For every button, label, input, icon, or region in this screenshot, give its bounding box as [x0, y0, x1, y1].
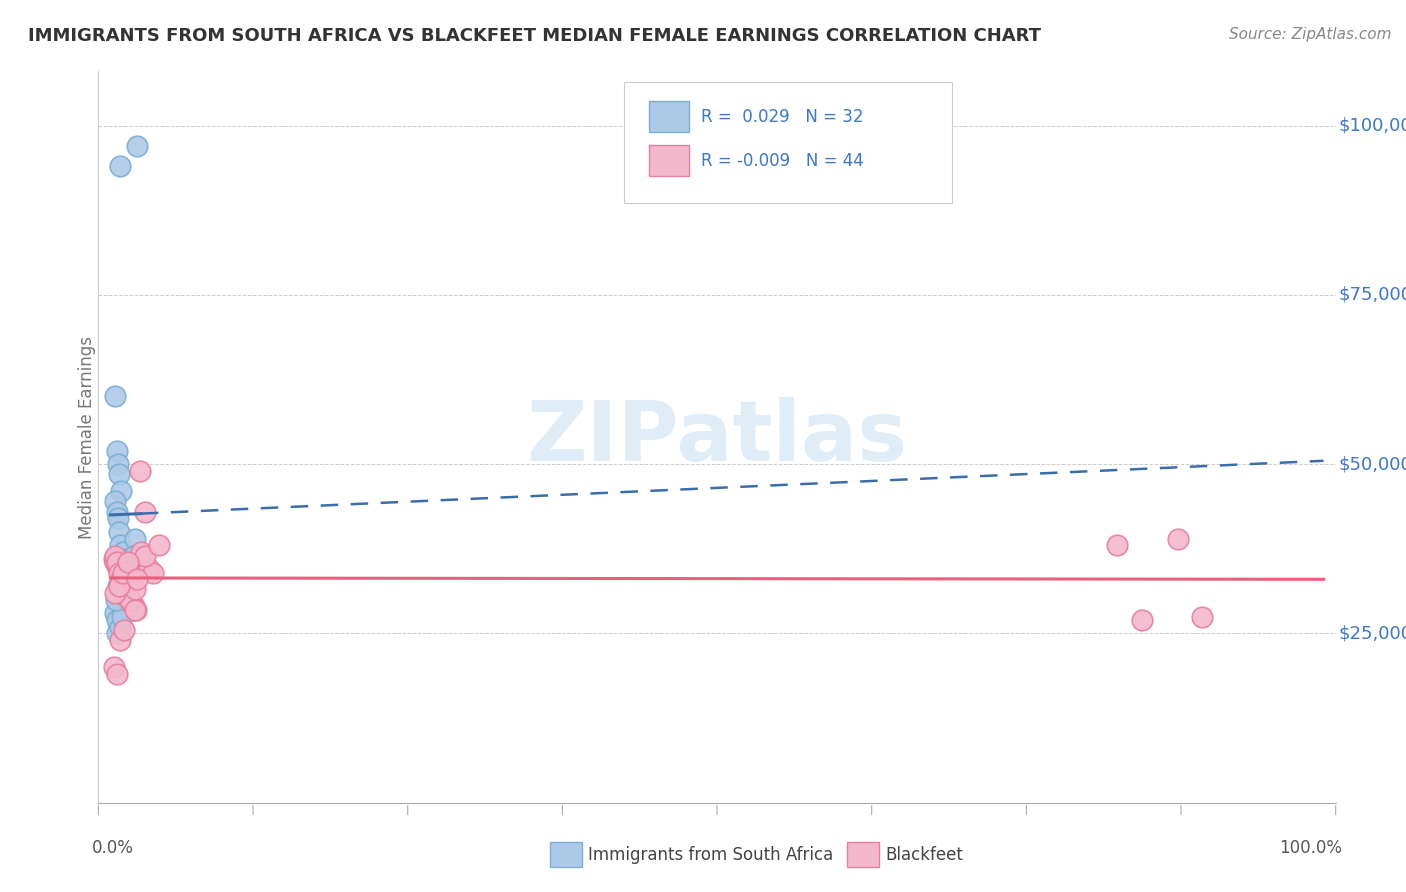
- Text: ZIPatlas: ZIPatlas: [527, 397, 907, 477]
- Point: [111, 609, 134, 624]
- Point: [108, 566, 131, 580]
- Point: [104, 586, 127, 600]
- Point: [118, 555, 141, 569]
- Point: [115, 582, 138, 597]
- Point: [104, 389, 127, 403]
- Point: [134, 549, 156, 563]
- Point: [138, 562, 160, 576]
- Point: [120, 596, 142, 610]
- Point: [1191, 609, 1213, 624]
- Text: Immigrants from South Africa: Immigrants from South Africa: [588, 846, 834, 863]
- Point: [1130, 613, 1153, 627]
- Point: [118, 589, 141, 603]
- Point: [121, 603, 143, 617]
- Point: [114, 572, 136, 586]
- Text: IMMIGRANTS FROM SOUTH AFRICA VS BLACKFEET MEDIAN FEMALE EARNINGS CORRELATION CHA: IMMIGRANTS FROM SOUTH AFRICA VS BLACKFEE…: [28, 27, 1040, 45]
- Point: [105, 558, 128, 573]
- Point: [110, 484, 132, 499]
- Point: [1107, 538, 1129, 552]
- FancyBboxPatch shape: [650, 102, 689, 132]
- Point: [110, 538, 132, 552]
- Point: [105, 443, 128, 458]
- Point: [112, 558, 135, 573]
- Point: [112, 623, 135, 637]
- FancyBboxPatch shape: [846, 842, 879, 867]
- Point: [122, 599, 145, 614]
- Point: [110, 569, 132, 583]
- Point: [108, 562, 131, 576]
- Point: [104, 555, 127, 569]
- Point: [125, 603, 148, 617]
- Point: [105, 613, 128, 627]
- Point: [108, 579, 131, 593]
- Point: [111, 566, 134, 580]
- Point: [108, 620, 131, 634]
- Point: [104, 549, 127, 563]
- FancyBboxPatch shape: [550, 842, 582, 867]
- Point: [107, 579, 129, 593]
- Point: [114, 589, 136, 603]
- Y-axis label: Median Female Earnings: Median Female Earnings: [79, 335, 96, 539]
- Point: [124, 603, 146, 617]
- Point: [110, 566, 132, 580]
- Point: [104, 494, 127, 508]
- Point: [111, 545, 134, 559]
- Point: [103, 552, 125, 566]
- Point: [128, 464, 150, 478]
- FancyBboxPatch shape: [624, 82, 952, 203]
- Point: [1167, 532, 1189, 546]
- Text: $100,000: $100,000: [1339, 117, 1406, 135]
- Text: $25,000: $25,000: [1339, 624, 1406, 642]
- Point: [108, 579, 131, 593]
- Point: [115, 552, 138, 566]
- Point: [117, 555, 139, 569]
- Text: 100.0%: 100.0%: [1279, 839, 1341, 857]
- Point: [117, 552, 139, 566]
- Text: Blackfeet: Blackfeet: [886, 846, 963, 863]
- Text: R = -0.009   N = 44: R = -0.009 N = 44: [702, 152, 863, 169]
- Point: [114, 579, 136, 593]
- Text: Source: ZipAtlas.com: Source: ZipAtlas.com: [1229, 27, 1392, 42]
- Point: [107, 511, 129, 525]
- Point: [148, 538, 170, 552]
- Point: [111, 579, 134, 593]
- Point: [124, 582, 146, 597]
- Point: [105, 505, 128, 519]
- Point: [110, 569, 132, 583]
- Text: $75,000: $75,000: [1339, 285, 1406, 304]
- Point: [118, 592, 141, 607]
- Point: [110, 159, 132, 173]
- Point: [110, 572, 132, 586]
- Point: [108, 467, 131, 482]
- Point: [103, 660, 125, 674]
- Point: [122, 549, 145, 563]
- Point: [134, 505, 156, 519]
- Point: [118, 569, 141, 583]
- Point: [105, 592, 128, 607]
- Point: [118, 592, 141, 607]
- Point: [105, 555, 128, 569]
- Point: [107, 457, 129, 471]
- Text: 0.0%: 0.0%: [93, 839, 134, 857]
- Point: [114, 562, 136, 576]
- Point: [105, 626, 128, 640]
- Point: [127, 572, 149, 586]
- FancyBboxPatch shape: [650, 145, 689, 176]
- Text: R =  0.029   N = 32: R = 0.029 N = 32: [702, 108, 863, 126]
- Point: [110, 633, 132, 648]
- Point: [129, 545, 152, 559]
- Point: [108, 524, 131, 539]
- Point: [107, 558, 129, 573]
- Point: [105, 667, 128, 681]
- Point: [142, 566, 165, 580]
- Point: [111, 572, 134, 586]
- Point: [127, 139, 149, 153]
- Text: $50,000: $50,000: [1339, 455, 1406, 473]
- Point: [124, 532, 146, 546]
- Point: [104, 606, 127, 620]
